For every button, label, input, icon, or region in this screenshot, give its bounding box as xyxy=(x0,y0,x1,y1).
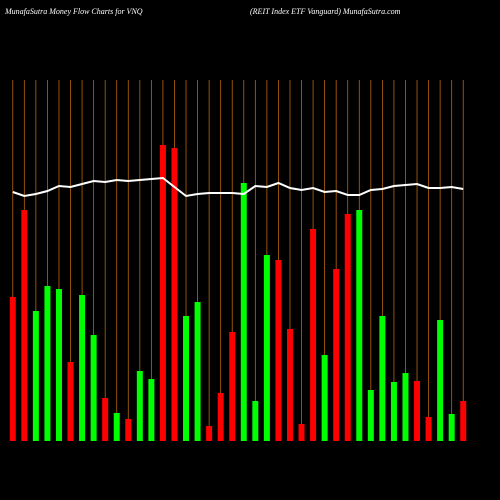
bar xyxy=(21,210,28,441)
bar xyxy=(263,255,270,441)
bar xyxy=(367,390,374,441)
bar xyxy=(252,401,259,441)
bar xyxy=(55,289,62,441)
bar xyxy=(310,229,317,441)
bar xyxy=(183,316,190,441)
bar xyxy=(414,381,421,441)
bar xyxy=(402,373,409,441)
bar xyxy=(460,401,467,441)
bar xyxy=(113,413,120,441)
bar xyxy=(102,398,109,441)
bar xyxy=(286,329,293,441)
bar xyxy=(90,335,97,441)
money-flow-line xyxy=(12,176,464,198)
chart-subtitle: (REIT Index ETF Vanguard) MunafaSutra.co… xyxy=(250,7,401,16)
bar xyxy=(275,260,282,441)
bar xyxy=(321,355,328,441)
bar xyxy=(148,379,155,441)
chart-title: MunafaSutra Money Flow Charts for VNQ xyxy=(4,7,143,16)
bar xyxy=(44,286,51,441)
bar xyxy=(159,145,166,441)
bar xyxy=(9,297,16,441)
bar xyxy=(379,316,386,441)
bar xyxy=(229,332,236,441)
bar xyxy=(390,382,397,441)
bar xyxy=(425,417,432,441)
bar xyxy=(125,419,132,441)
bar xyxy=(136,371,143,441)
bar xyxy=(448,414,455,441)
bar xyxy=(240,183,247,441)
bar xyxy=(194,302,201,441)
bar xyxy=(344,214,351,441)
bar xyxy=(356,210,363,441)
bar xyxy=(79,295,86,441)
bar xyxy=(67,362,74,441)
bar xyxy=(206,426,213,441)
bar xyxy=(298,424,305,441)
bar xyxy=(437,320,444,441)
bar xyxy=(171,148,178,441)
bar xyxy=(32,311,39,441)
bar xyxy=(333,269,340,441)
bar xyxy=(217,393,224,441)
